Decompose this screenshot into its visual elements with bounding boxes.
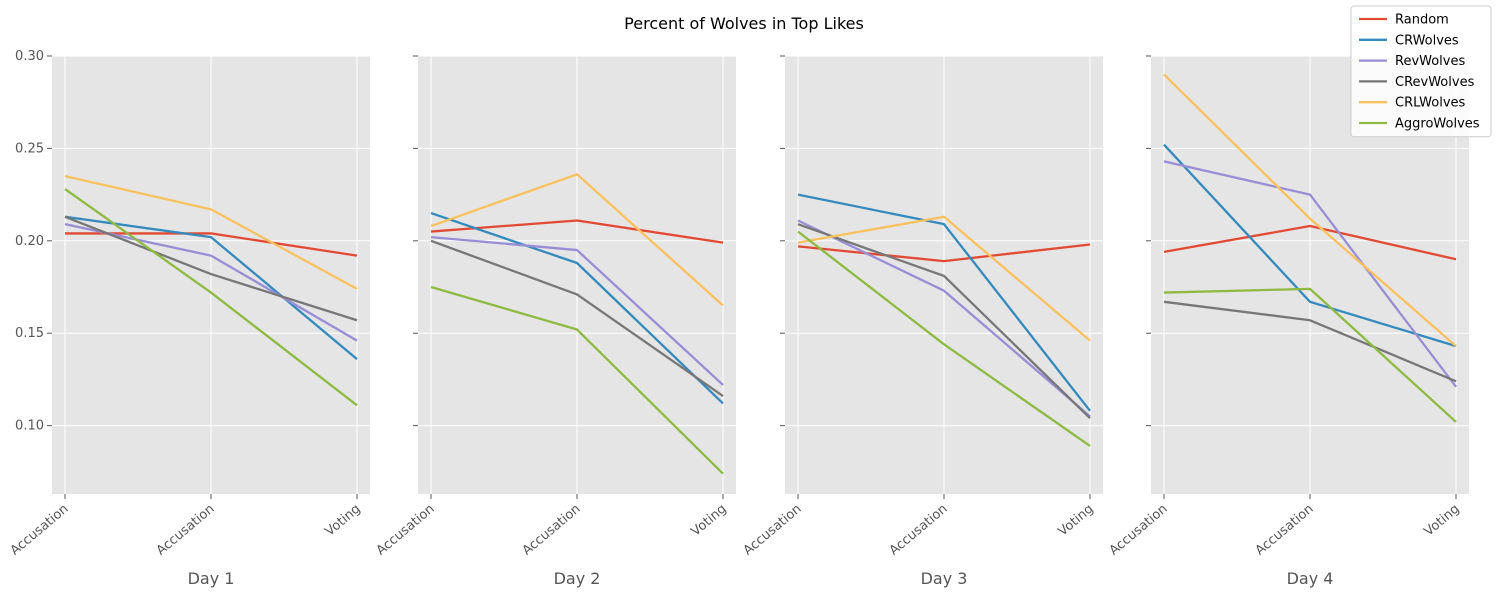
- series-line-revwolves: [797, 219, 1091, 418]
- series-line-crwolves: [1163, 143, 1457, 348]
- series-line-crwolves: [797, 193, 1091, 412]
- xtick-label: Voting: [688, 502, 729, 540]
- panel-3: Accusation Accusation Voting Day 3: [741, 55, 1103, 588]
- xtick-label: Accusation: [8, 502, 72, 559]
- ytick-label: 0.15: [15, 326, 44, 341]
- legend-label-random: Random: [1395, 13, 1449, 28]
- xtick-label: Accusation: [1253, 502, 1317, 559]
- ytick-label: 0.20: [15, 234, 44, 249]
- legend-label-crevwolves: CRevWolves: [1395, 75, 1475, 90]
- panel-2: Accusation Accusation Voting Day 2: [374, 55, 736, 588]
- xtick-label: Voting: [322, 502, 363, 540]
- series-line-crevwolves: [430, 239, 724, 397]
- series-line-crlwolves: [430, 173, 724, 307]
- series-line-random: [65, 232, 358, 257]
- chart-title: Percent of Wolves in Top Likes: [624, 14, 864, 33]
- series-line-revwolves: [430, 235, 724, 386]
- xlabel: Day 1: [188, 569, 235, 588]
- series-line-aggrowolves: [64, 188, 358, 407]
- series-line-crlwolves: [64, 175, 358, 290]
- xtick-label: Accusation: [374, 502, 438, 559]
- series-line-random: [1163, 224, 1457, 261]
- xtick-label: Accusation: [154, 502, 218, 559]
- series-line-random: [797, 243, 1091, 263]
- legend-label-crwolves: CRWolves: [1395, 33, 1459, 48]
- legend: Random CRWolves RevWolves CRevWolves CRLWolv…: [1350, 5, 1492, 138]
- series-line-crlwolves: [1163, 73, 1457, 348]
- legend-label-revwolves: RevWolves: [1395, 54, 1465, 69]
- xlabel: Day 2: [554, 569, 601, 588]
- xtick-label: Accusation: [741, 502, 805, 559]
- series-line-crevwolves: [1163, 300, 1457, 383]
- ytick-label: 0.30: [15, 49, 44, 64]
- series-line-random: [430, 219, 724, 244]
- series-line-crwolves: [430, 212, 724, 405]
- xtick-label: Voting: [1421, 502, 1462, 540]
- legend-label-crlwolves: CRLWolves: [1395, 96, 1466, 111]
- legend-label-aggrowolves: AggroWolves: [1395, 117, 1480, 132]
- xtick-label: Voting: [1055, 502, 1096, 540]
- series-line-aggrowolves: [430, 285, 724, 475]
- ytick-label: 0.25: [15, 141, 44, 156]
- series-line-crevwolves: [64, 215, 358, 322]
- xlabel: Day 3: [921, 569, 968, 588]
- series-line-aggrowolves: [1163, 287, 1457, 423]
- series-line-crlwolves: [797, 215, 1091, 342]
- xtick-label: Accusation: [520, 502, 584, 559]
- ytick-label: 0.10: [15, 419, 44, 434]
- series-line-aggrowolves: [797, 230, 1091, 447]
- xtick-label: Accusation: [887, 502, 951, 559]
- series-line-crevwolves: [797, 223, 1091, 420]
- xlabel: Day 4: [1287, 569, 1334, 588]
- series-line-revwolves: [1163, 160, 1457, 388]
- xtick-label: Accusation: [1107, 502, 1171, 559]
- panel-1: 0.10 0.15 0.20 0.25 0.30 Accusation Accusation…: [8, 49, 370, 588]
